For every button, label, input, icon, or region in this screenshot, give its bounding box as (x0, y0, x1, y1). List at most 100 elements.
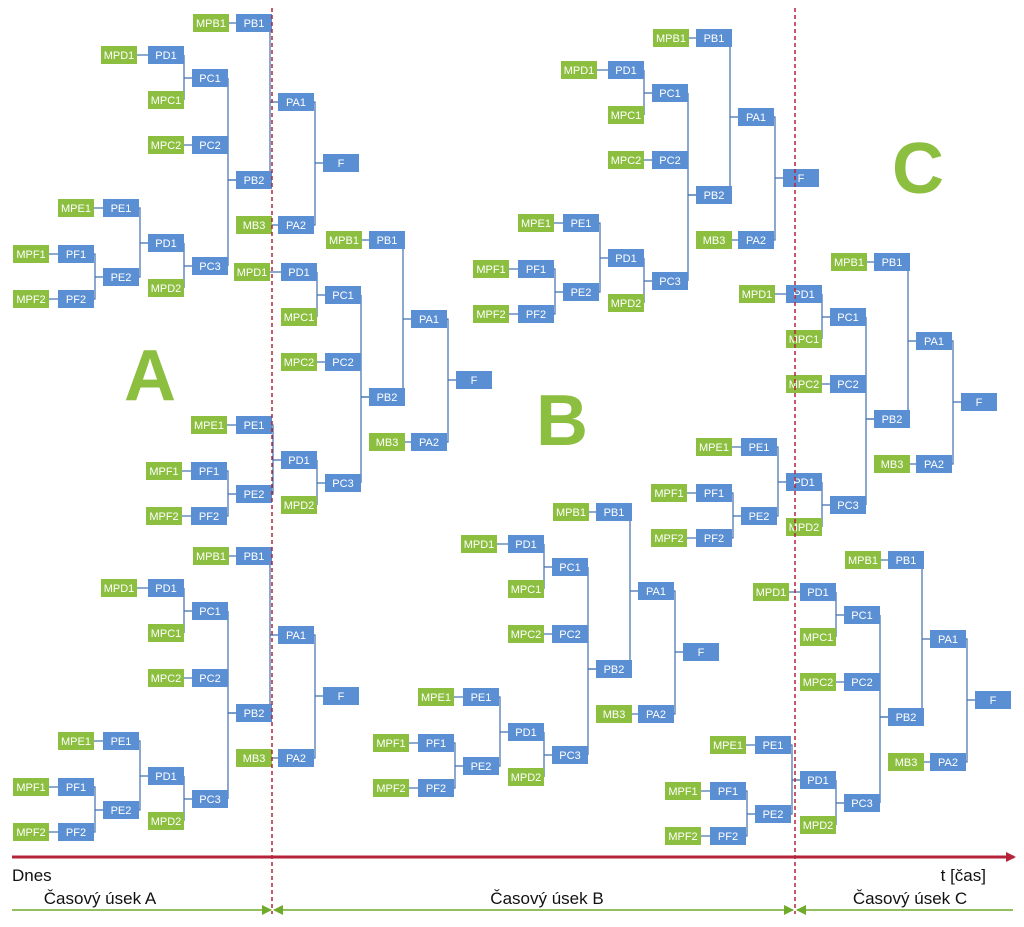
connector-line (966, 638, 975, 763)
node-label: MPC1 (611, 110, 642, 122)
node-label: MPE1 (699, 442, 729, 454)
connector-line (729, 37, 738, 196)
node-box (323, 687, 359, 705)
node-mpe1: MPE1 (418, 688, 454, 706)
node-pc2: PC2 (830, 375, 866, 393)
node-label: PD1 (155, 238, 176, 250)
node-label: MPB1 (556, 507, 586, 519)
node-mpf2: MPF2 (473, 305, 509, 323)
node-box (553, 503, 589, 521)
node-mpd1: MPD1 (101, 579, 137, 597)
node-pf1: PF1 (418, 734, 454, 752)
node-box (58, 245, 94, 263)
node-label: MPF2 (149, 511, 178, 523)
node-label: F (976, 397, 983, 409)
node-box (148, 812, 184, 830)
node-pd1: PD1 (148, 234, 184, 252)
node-pb2: PB2 (236, 704, 272, 722)
node-pd1: PD1 (148, 579, 184, 597)
node-mpf2: MPF2 (373, 779, 409, 797)
node-label: PC3 (559, 750, 580, 762)
node-label: PE2 (244, 489, 265, 501)
node-pc2: PC2 (325, 353, 361, 371)
node-label: MPF2 (668, 831, 697, 843)
node-label: PA1 (286, 630, 306, 642)
node-label: MPD2 (151, 816, 182, 828)
node-mpc1: MPC1 (148, 91, 184, 109)
connector-line (269, 555, 278, 714)
node-box (58, 778, 94, 796)
node-label: MPB1 (848, 555, 878, 567)
node-mpd2: MPD2 (148, 812, 184, 830)
connector-line (688, 194, 696, 196)
node-box (683, 643, 719, 661)
node-label: PF1 (718, 786, 738, 798)
node-pa2: PA2 (930, 753, 966, 771)
node-box (738, 231, 774, 249)
node-pc1: PC1 (652, 84, 688, 102)
node-pd1: PD1 (786, 285, 822, 303)
node-label: PB2 (604, 664, 625, 676)
node-box (738, 108, 774, 126)
node-label: MPD1 (756, 587, 787, 599)
node-box (552, 625, 588, 643)
node-mpf1: MPF1 (373, 734, 409, 752)
node-label: MPC2 (151, 140, 182, 152)
node-label: PA1 (924, 336, 944, 348)
node-pd1: PD1 (800, 771, 836, 789)
node-label: PF2 (66, 294, 86, 306)
node-mpb1: MPB1 (845, 551, 881, 569)
node-box (844, 794, 880, 812)
node-label: MPF2 (476, 309, 505, 321)
node-pc2: PC2 (192, 669, 228, 687)
node-mpf2: MPF2 (146, 507, 182, 525)
node-box (753, 583, 789, 601)
node-mpb1: MPB1 (193, 547, 229, 565)
node-box (608, 61, 644, 79)
node-label: PB1 (704, 33, 725, 45)
node-pc3: PC3 (844, 794, 880, 812)
node-label: PA1 (646, 586, 666, 598)
node-box (281, 451, 317, 469)
node-box (418, 779, 454, 797)
node-label: PB2 (377, 392, 398, 404)
node-box (281, 263, 317, 281)
node-label: MPF1 (476, 264, 505, 276)
node-label: MPD1 (237, 267, 268, 279)
node-label: MPB1 (656, 33, 686, 45)
node-label: MPC2 (611, 155, 642, 167)
node-mpf1: MPF1 (473, 260, 509, 278)
node-label: PB1 (377, 235, 398, 247)
node-pe2: PE2 (236, 485, 272, 503)
node-box (148, 234, 184, 252)
node-pb1: PB1 (874, 253, 910, 271)
node-box (710, 827, 746, 845)
node-pa1: PA1 (278, 93, 314, 111)
node-box (369, 231, 405, 249)
node-label: PB1 (882, 257, 903, 269)
node-pa2: PA2 (738, 231, 774, 249)
node-label: PC2 (199, 673, 220, 685)
node-label: MPF1 (16, 782, 45, 794)
node-box (418, 688, 454, 706)
node-box (58, 199, 94, 217)
node-pa2: PA2 (916, 455, 952, 473)
node-box (651, 529, 687, 547)
node-f: F (975, 691, 1011, 709)
node-mb3: MB3 (236, 749, 272, 767)
node-label: PA2 (746, 235, 766, 247)
node-label: PE1 (111, 736, 132, 748)
node-box (800, 673, 836, 691)
node-mpe1: MPE1 (58, 732, 94, 750)
connector-line (835, 592, 844, 637)
node-label: PE2 (749, 511, 770, 523)
node-pe2: PE2 (563, 283, 599, 301)
node-box (696, 231, 732, 249)
node-label: MPF1 (668, 786, 697, 798)
node-label: MPD1 (104, 50, 135, 62)
node-label: PA2 (938, 757, 958, 769)
node-pf2: PF2 (696, 529, 732, 547)
node-box (831, 253, 867, 271)
node-box (101, 46, 137, 64)
connector-line (269, 22, 278, 181)
